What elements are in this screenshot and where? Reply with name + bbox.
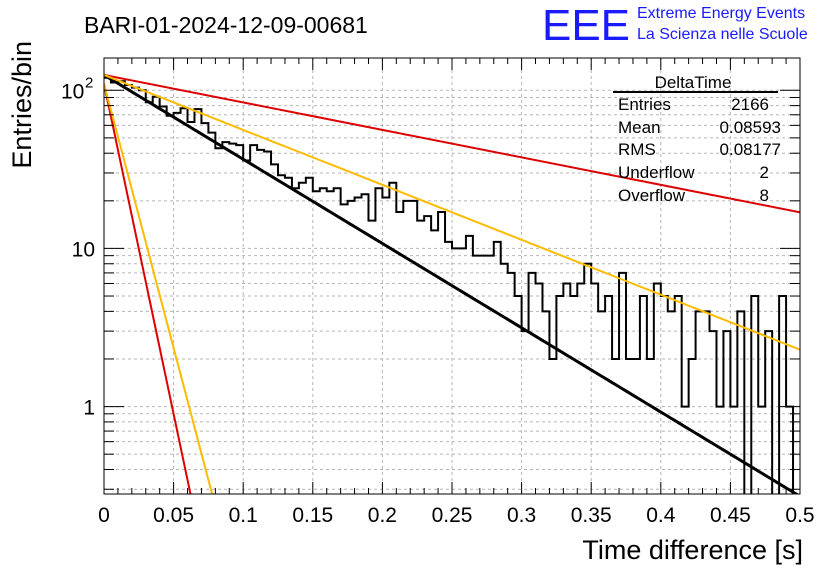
x-tick-label: 0.05 [153, 504, 194, 527]
stats-value-entries: 2166 [731, 95, 769, 114]
x-tick-label: 0.45 [710, 504, 751, 527]
fit-curves [104, 73, 800, 494]
x-tick-label: 0.5 [785, 504, 814, 527]
x-tick-label: 0.35 [571, 504, 612, 527]
fit-orange-slow [104, 74, 800, 351]
x-tick-label: 0 [98, 504, 110, 527]
fit-red-fast [104, 83, 192, 494]
eee-logo-mark: EEE [542, 1, 630, 50]
x-tick-label: 0.4 [646, 504, 676, 527]
stats-value-rms: 0.08177 [720, 140, 781, 159]
eee-logo-line2: La Scienza nelle Scuole [637, 26, 808, 43]
x-tick-label: 0.1 [229, 504, 258, 527]
stats-label-underflow: Underflow [618, 163, 695, 182]
stats-value-mean: 0.08593 [720, 118, 781, 137]
histogram-outline [104, 76, 795, 494]
y-axis-label: Entries/bin [7, 41, 37, 169]
chart-title: BARI-01-2024-12-09-00681 [84, 12, 368, 38]
fit-black [104, 73, 800, 494]
x-tick-label: 0.25 [432, 504, 473, 527]
x-tick-label: 0.15 [292, 504, 333, 527]
fit-orange-fast [104, 83, 214, 494]
stats-box: DeltaTime Entries 2166 Mean 0.08593 RMS … [613, 73, 781, 205]
stats-label-rms: RMS [618, 140, 656, 159]
y-tick-label: 1 [83, 397, 95, 420]
y-tick-label: 10 [61, 80, 84, 103]
x-tick-labels: 0 0.05 0.1 0.15 0.2 0.25 0.3 0.35 0.4 0.45 0.5 [98, 504, 814, 527]
eee-logo-line1: Extreme Energy Events [637, 5, 805, 22]
fit-red-slow [104, 73, 800, 214]
x-tick-label: 0.3 [507, 504, 536, 527]
stats-title: DeltaTime [655, 73, 732, 92]
stats-label-mean: Mean [618, 118, 661, 137]
axis-ticks [103, 58, 801, 494]
x-tick-label: 0.2 [368, 504, 397, 527]
y-tick-label-exponent: 2 [85, 74, 93, 91]
eee-logo: EEE Extreme Energy Events La Scienza nel… [542, 1, 808, 50]
histogram-bars [104, 76, 795, 494]
stats-label-entries: Entries [618, 95, 671, 114]
stats-label-overflow: Overflow [618, 186, 686, 205]
grid [104, 58, 800, 494]
stats-value-underflow: 2 [760, 163, 769, 182]
x-axis-label: Time difference [s] [582, 535, 803, 565]
stats-value-overflow: 8 [760, 186, 769, 205]
y-tick-label: 10 [72, 238, 95, 261]
